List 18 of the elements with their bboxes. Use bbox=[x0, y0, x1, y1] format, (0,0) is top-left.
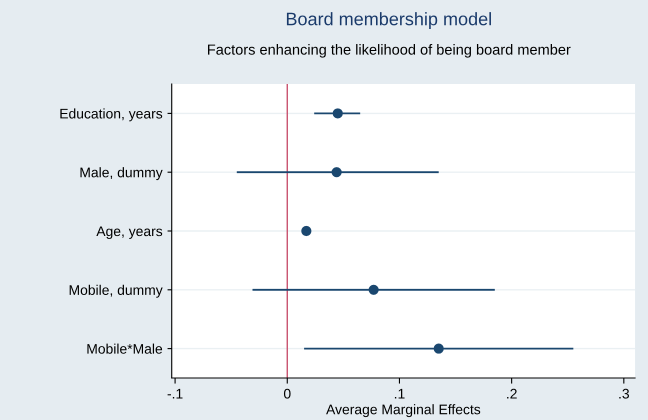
y-tick-label: Mobile*Male bbox=[87, 344, 162, 354]
x-axis-title: Average Marginal Effects bbox=[326, 404, 480, 418]
y-tick-label: Male, dummy bbox=[80, 167, 163, 180]
point bbox=[301, 226, 312, 236]
x-tick-label: 0 bbox=[284, 388, 291, 399]
x-tick-label: .1 bbox=[394, 388, 405, 398]
x-tick-label: .3 bbox=[619, 388, 630, 399]
y-tick-label: Education, years bbox=[60, 108, 162, 122]
point bbox=[332, 108, 343, 118]
x-tick-label: -.1 bbox=[168, 388, 183, 398]
point bbox=[368, 284, 379, 295]
point bbox=[434, 344, 444, 354]
y-tick-label: Age, years bbox=[96, 226, 162, 239]
x-tick-label: .2 bbox=[507, 388, 517, 398]
y-tick-label: Mobile, dummy bbox=[70, 284, 163, 298]
chart-title: Board membership model bbox=[286, 12, 491, 29]
point bbox=[332, 167, 342, 178]
chart-subtitle: Factors enhancing the likelihood of being board member bbox=[208, 44, 571, 58]
